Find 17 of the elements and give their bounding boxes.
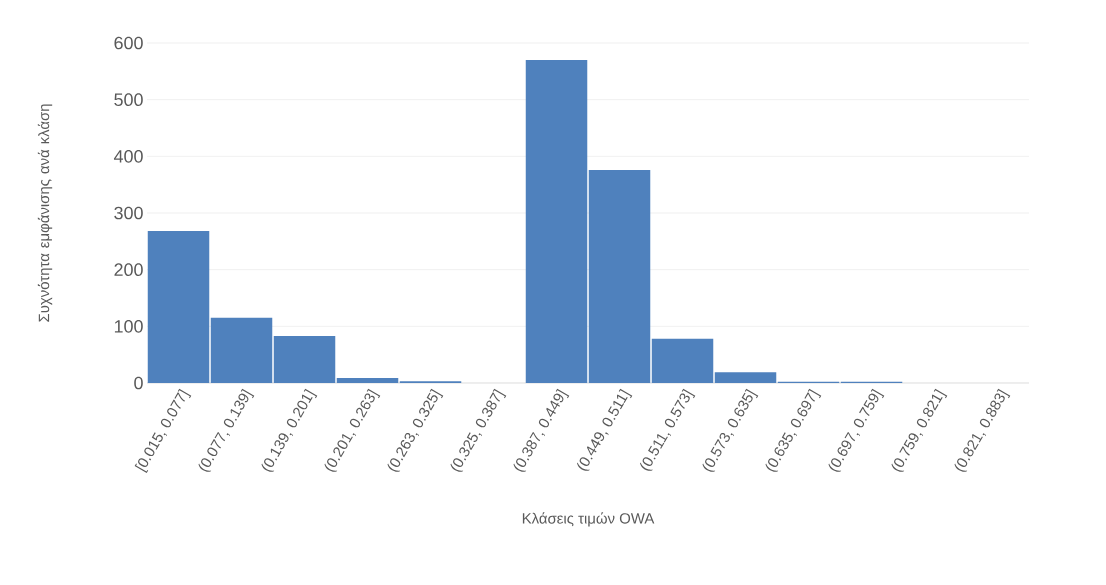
y-tick-label: 500 <box>114 93 143 106</box>
bar <box>588 169 651 383</box>
bar <box>273 335 336 383</box>
y-tick-label: 0 <box>134 376 143 390</box>
bar <box>651 338 714 383</box>
y-tick-label: 200 <box>114 263 143 276</box>
bar <box>210 317 273 383</box>
y-axis-title: Συχνότητα εμφάνισης ανά κλάση <box>37 104 53 322</box>
bar <box>147 231 210 383</box>
y-tick-label: 400 <box>113 149 143 163</box>
bar <box>336 377 399 383</box>
y-tick-label: 300 <box>114 206 143 220</box>
bar <box>714 372 777 383</box>
y-tick-label: 600 <box>114 36 143 50</box>
x-axis-title: Κλάσεις τιμών OWA <box>522 512 655 527</box>
bar <box>525 59 588 383</box>
y-tick-label: 100 <box>114 319 143 333</box>
